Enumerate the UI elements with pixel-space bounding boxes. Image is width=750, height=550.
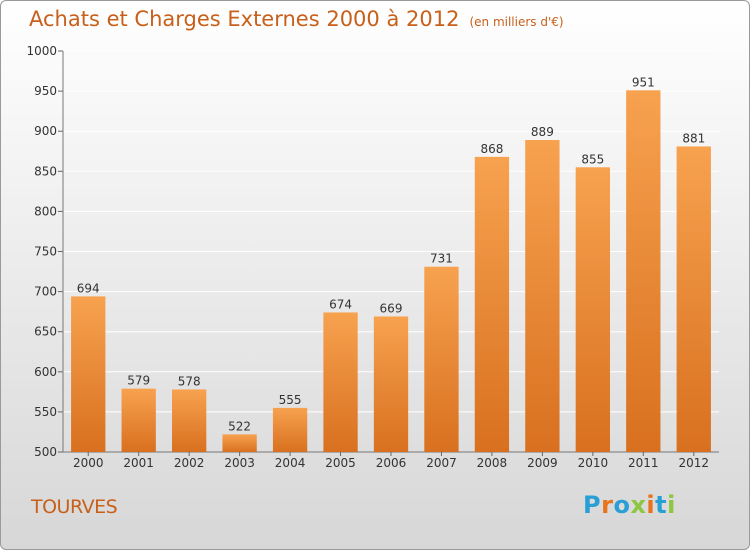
bar-2007 xyxy=(424,266,459,452)
bar-value-label: 731 xyxy=(430,252,453,266)
bar-value-label: 881 xyxy=(682,131,705,145)
bar-2002 xyxy=(171,389,207,452)
chart-title: Achats et Charges Externes 2000 à 2012 xyxy=(29,7,460,31)
x-tick-label: 2007 xyxy=(426,456,457,470)
bar-2004 xyxy=(272,407,308,452)
logo-letter: P xyxy=(583,491,602,519)
logo-letter: x xyxy=(630,491,647,519)
logo-letter: o xyxy=(613,491,631,519)
y-tick-label: 850 xyxy=(34,164,57,178)
x-tick-label: 2005 xyxy=(325,456,356,470)
x-tick-label: 2000 xyxy=(73,456,104,470)
town-name: TOURVES xyxy=(31,496,118,518)
y-tick-label: 1000 xyxy=(26,44,57,58)
bar-value-label: 579 xyxy=(127,374,150,388)
bar-value-label: 669 xyxy=(380,301,403,315)
y-tick-label: 500 xyxy=(34,445,57,459)
y-tick-label: 950 xyxy=(34,84,57,98)
bar-2005 xyxy=(323,312,358,452)
bar-2006 xyxy=(373,316,409,452)
chart-subtitle: (en milliers d'€) xyxy=(469,15,564,29)
logo-letter: r xyxy=(601,491,614,519)
bar-value-label: 674 xyxy=(329,297,352,311)
y-tick-label: 550 xyxy=(34,405,57,419)
y-tick-label: 650 xyxy=(34,325,57,339)
x-tick-label: 2010 xyxy=(578,456,609,470)
proxiti-logo: Proxiti xyxy=(583,491,676,519)
bar-value-label: 694 xyxy=(77,281,100,295)
x-tick-label: 2009 xyxy=(527,456,558,470)
bar-value-label: 951 xyxy=(632,75,655,89)
x-tick-label: 2001 xyxy=(123,456,154,470)
y-tick-label: 700 xyxy=(34,285,57,299)
bar-value-label: 555 xyxy=(279,393,302,407)
bar-2011 xyxy=(626,90,661,452)
bar-layer xyxy=(71,90,711,453)
bar-2009 xyxy=(525,140,560,452)
x-tick-label: 2012 xyxy=(678,456,709,470)
x-tick-label: 2008 xyxy=(477,456,508,470)
logo-letter: i xyxy=(646,491,656,519)
x-tick-label: 2004 xyxy=(275,456,306,470)
y-tick-label: 800 xyxy=(34,204,57,218)
logo-letter: i xyxy=(667,491,676,519)
x-tick-label: 2003 xyxy=(224,456,255,470)
x-tick-label: 2011 xyxy=(628,456,659,470)
bar-2010 xyxy=(575,167,611,453)
bar-value-label: 868 xyxy=(480,142,503,156)
bar-value-label: 889 xyxy=(531,125,554,139)
label-layer: 694 579 578 522 555 674 669 731 868 889 855 951 881 xyxy=(77,75,705,433)
bar-2003 xyxy=(222,434,257,452)
y-tick-label: 900 xyxy=(34,124,57,138)
x-tick-label: 2002 xyxy=(174,456,205,470)
x-tick-label: 2006 xyxy=(376,456,407,470)
bar-2012 xyxy=(676,146,711,453)
bar-value-label: 855 xyxy=(581,152,604,166)
y-tick-label: 750 xyxy=(34,245,57,259)
y-tick-label: 600 xyxy=(34,365,57,379)
bar-2000 xyxy=(71,296,106,452)
bar-value-label: 578 xyxy=(178,374,201,388)
bar-2008 xyxy=(474,156,510,452)
bar-2001 xyxy=(121,388,156,452)
logo-letter: t xyxy=(655,491,668,519)
bar-value-label: 522 xyxy=(228,419,251,433)
chart-title-block: Achats et Charges Externes 2000 à 2012 (e… xyxy=(29,7,564,31)
